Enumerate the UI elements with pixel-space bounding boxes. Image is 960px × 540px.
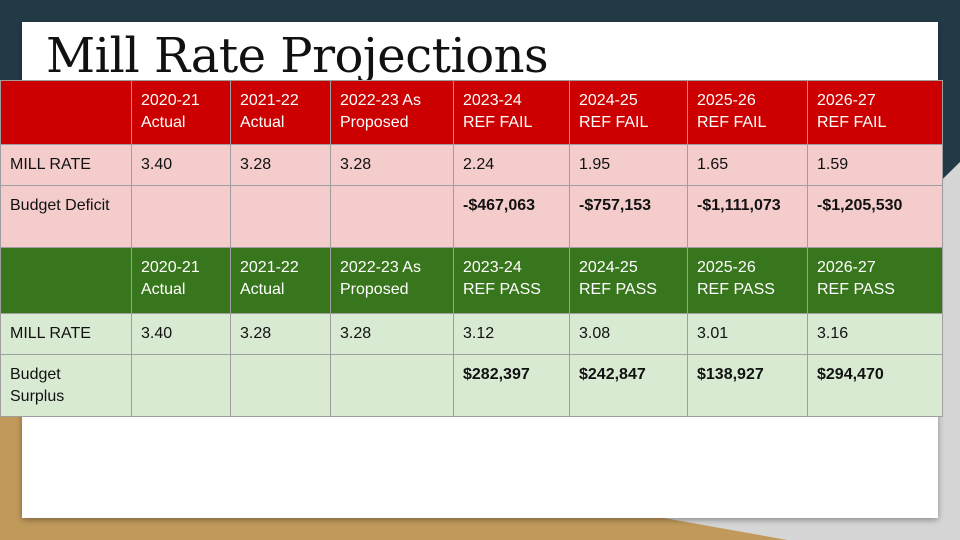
mill-rate-cell: 3.40 xyxy=(131,144,231,186)
header-line: 2025-26 xyxy=(697,259,756,276)
row-label: MILL RATE xyxy=(0,144,132,186)
pass-mill-rate-row: MILL RATE 3.40 3.28 3.28 3.12 3.08 3.01 … xyxy=(0,313,943,355)
pass-header-cell: 2026-27 REF PASS xyxy=(807,247,943,314)
fail-header-cell-empty xyxy=(0,80,132,145)
pass-header-cell-empty xyxy=(0,247,132,314)
pass-header-cell: 2023-24 REF PASS xyxy=(453,247,570,314)
fail-header-cell: 2021-22 Actual xyxy=(230,80,331,145)
header-line: 2025-26 xyxy=(697,92,756,109)
fail-header-cell: 2024-25 REF FAIL xyxy=(569,80,688,145)
deficit-cell: -$467,063 xyxy=(453,185,570,248)
deficit-cell xyxy=(330,185,454,248)
mill-rate-cell: 1.65 xyxy=(687,144,808,186)
pass-header-cell: 2020-21 Actual xyxy=(131,247,231,314)
header-line: 2024-25 xyxy=(579,259,638,276)
header-line: REF FAIL xyxy=(463,114,533,131)
fail-header-cell: 2025-26 REF FAIL xyxy=(687,80,808,145)
slide-title: Mill Rate Projections xyxy=(46,28,549,84)
pass-header-cell: 2024-25 REF PASS xyxy=(569,247,688,314)
header-line: REF PASS xyxy=(697,281,775,298)
deficit-cell xyxy=(230,185,331,248)
surplus-cell xyxy=(230,354,331,417)
deficit-cell: -$1,111,073 xyxy=(687,185,808,248)
deficit-cell xyxy=(131,185,231,248)
fail-header-cell: 2020-21 Actual xyxy=(131,80,231,145)
surplus-cell: $138,927 xyxy=(687,354,808,417)
mill-rate-cell: 3.01 xyxy=(687,313,808,355)
header-line: 2020-21 xyxy=(141,259,200,276)
mill-rate-cell: 1.59 xyxy=(807,144,943,186)
fail-header-cell: 2023-24 REF FAIL xyxy=(453,80,570,145)
row-label: Budget Deficit xyxy=(0,185,132,248)
mill-rate-cell: 3.28 xyxy=(330,313,454,355)
header-line: REF PASS xyxy=(579,281,657,298)
header-line: 2021-22 xyxy=(240,259,299,276)
header-line: Actual xyxy=(240,281,285,298)
pass-header-cell: 2025-26 REF PASS xyxy=(687,247,808,314)
deficit-cell: -$1,205,530 xyxy=(807,185,943,248)
header-line: 2022-23 As xyxy=(340,259,421,276)
header-line: Actual xyxy=(141,114,186,131)
pass-header-row: 2020-21 Actual 2021-22 Actual 2022-23 As Pr… xyxy=(0,247,943,314)
mill-rate-cell: 2.24 xyxy=(453,144,570,186)
header-line: Proposed xyxy=(340,281,409,298)
fail-header-cell: 2026-27 REF FAIL xyxy=(807,80,943,145)
row-label: Budget Surplus xyxy=(0,354,132,417)
header-line: REF FAIL xyxy=(817,114,887,131)
header-line: 2020-21 xyxy=(141,92,200,109)
header-line: 2023-24 xyxy=(463,92,522,109)
mill-rate-cell: 1.95 xyxy=(569,144,688,186)
header-line: REF PASS xyxy=(817,281,895,298)
mill-rate-cell: 3.28 xyxy=(330,144,454,186)
surplus-cell: $282,397 xyxy=(453,354,570,417)
budget-surplus-row: Budget Surplus $282,397 $242,847 $138,92… xyxy=(0,354,943,417)
surplus-cell: $242,847 xyxy=(569,354,688,417)
header-line: 2022-23 As xyxy=(340,92,421,109)
mill-rate-cell: 3.16 xyxy=(807,313,943,355)
surplus-cell xyxy=(330,354,454,417)
mill-rate-cell: 3.28 xyxy=(230,313,331,355)
fail-header-cell: 2022-23 As Proposed xyxy=(330,80,454,145)
mill-rate-table: 2020-21 Actual 2021-22 Actual 2022-23 As Pr… xyxy=(0,80,943,417)
header-line: REF FAIL xyxy=(697,114,767,131)
header-line: REF FAIL xyxy=(579,114,649,131)
surplus-cell: $294,470 xyxy=(807,354,943,417)
header-line: 2021-22 xyxy=(240,92,299,109)
header-line: Proposed xyxy=(340,114,409,131)
mill-rate-cell: 3.28 xyxy=(230,144,331,186)
row-label: MILL RATE xyxy=(0,313,132,355)
pass-header-cell: 2022-23 As Proposed xyxy=(330,247,454,314)
surplus-cell xyxy=(131,354,231,417)
deficit-cell: -$757,153 xyxy=(569,185,688,248)
fail-header-row: 2020-21 Actual 2021-22 Actual 2022-23 As Pr… xyxy=(0,80,943,145)
mill-rate-cell: 3.08 xyxy=(569,313,688,355)
mill-rate-cell: 3.12 xyxy=(453,313,570,355)
header-line: 2024-25 xyxy=(579,92,638,109)
mill-rate-cell: 3.40 xyxy=(131,313,231,355)
header-line: 2026-27 xyxy=(817,259,876,276)
budget-deficit-row: Budget Deficit -$467,063 -$757,153 -$1,1… xyxy=(0,185,943,248)
header-line: Actual xyxy=(240,114,285,131)
fail-mill-rate-row: MILL RATE 3.40 3.28 3.28 2.24 1.95 1.65 … xyxy=(0,144,943,186)
header-line: 2023-24 xyxy=(463,259,522,276)
header-line: 2026-27 xyxy=(817,92,876,109)
pass-header-cell: 2021-22 Actual xyxy=(230,247,331,314)
header-line: REF PASS xyxy=(463,281,541,298)
header-line: Actual xyxy=(141,281,186,298)
